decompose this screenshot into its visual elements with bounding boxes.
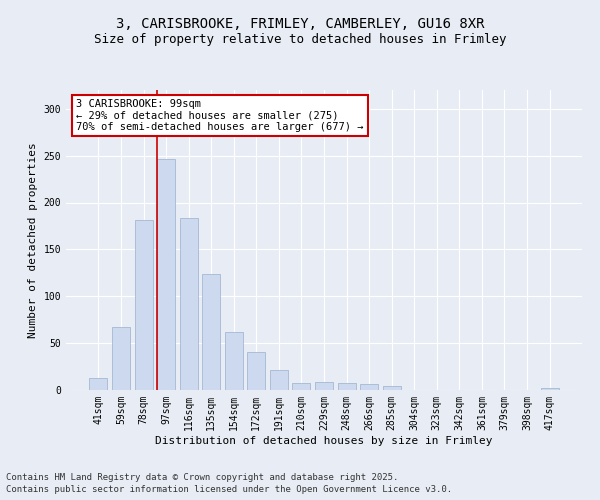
Bar bbox=[338, 384, 356, 390]
Bar bbox=[157, 160, 175, 390]
Bar bbox=[134, 220, 152, 390]
Bar bbox=[202, 274, 220, 390]
Bar bbox=[315, 382, 333, 390]
Bar bbox=[89, 378, 107, 390]
Text: Contains public sector information licensed under the Open Government Licence v3: Contains public sector information licen… bbox=[6, 485, 452, 494]
X-axis label: Distribution of detached houses by size in Frimley: Distribution of detached houses by size … bbox=[155, 436, 493, 446]
Bar bbox=[270, 370, 288, 390]
Bar bbox=[292, 384, 310, 390]
Bar bbox=[360, 384, 378, 390]
Y-axis label: Number of detached properties: Number of detached properties bbox=[28, 142, 38, 338]
Text: Size of property relative to detached houses in Frimley: Size of property relative to detached ho… bbox=[94, 32, 506, 46]
Text: 3, CARISBROOKE, FRIMLEY, CAMBERLEY, GU16 8XR: 3, CARISBROOKE, FRIMLEY, CAMBERLEY, GU16… bbox=[116, 18, 484, 32]
Bar bbox=[225, 332, 243, 390]
Bar bbox=[247, 352, 265, 390]
Text: Contains HM Land Registry data © Crown copyright and database right 2025.: Contains HM Land Registry data © Crown c… bbox=[6, 474, 398, 482]
Bar bbox=[383, 386, 401, 390]
Bar bbox=[179, 218, 198, 390]
Bar bbox=[112, 327, 130, 390]
Bar bbox=[541, 388, 559, 390]
Text: 3 CARISBROOKE: 99sqm
← 29% of detached houses are smaller (275)
70% of semi-deta: 3 CARISBROOKE: 99sqm ← 29% of detached h… bbox=[76, 99, 364, 132]
